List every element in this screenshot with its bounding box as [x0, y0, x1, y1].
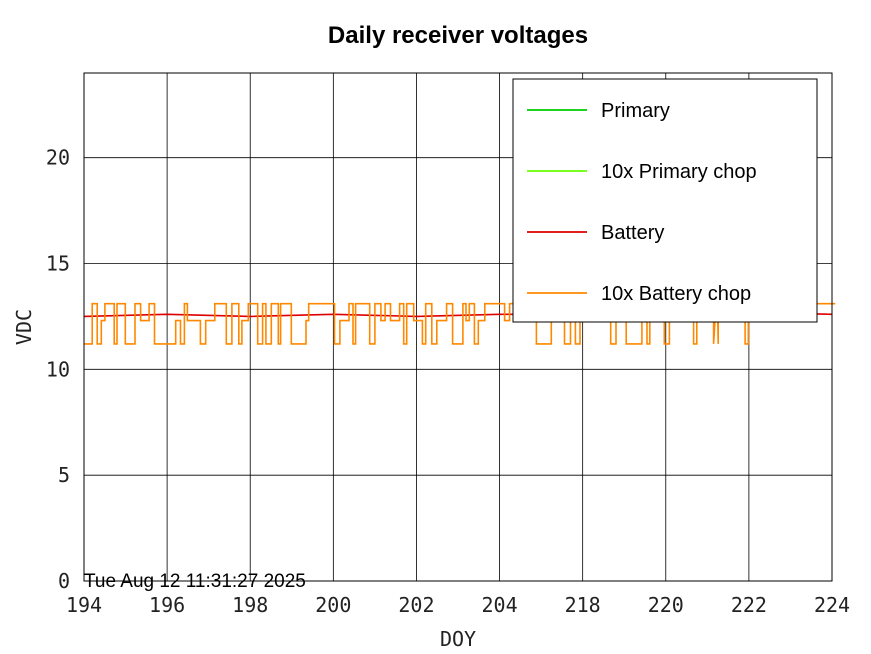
plot-frame	[83, 72, 833, 582]
y-ticks: 0 5 10 15 20	[46, 146, 70, 593]
x-tick-label: 218	[565, 593, 601, 617]
x-tick-label: 202	[398, 593, 434, 617]
y-tick-label: 0	[58, 569, 70, 593]
y-tick-label: 20	[46, 146, 70, 170]
x-axis-label: DOY	[440, 627, 476, 651]
y-tick-label: 10	[46, 357, 70, 381]
x-tick-label: 198	[232, 593, 268, 617]
series-line-battery-chop	[84, 259, 836, 345]
legend-entry-label: Primary	[601, 100, 670, 122]
x-tick-label: 220	[648, 593, 684, 617]
series-3	[84, 259, 836, 345]
x-tick-label: 224	[814, 593, 850, 617]
x-tick-label: 204	[481, 593, 517, 617]
timestamp: Tue Aug 12 11:31:27 2025	[84, 571, 306, 592]
y-tick-label: 5	[58, 463, 70, 487]
x-tick-label: 194	[66, 593, 102, 617]
legend-entry-label: Battery	[601, 222, 664, 244]
x-tick-label: 200	[315, 593, 351, 617]
legend-entry-label: 10x Battery chop	[601, 283, 751, 305]
x-tick-label: 222	[731, 593, 767, 617]
x-tick-label: 196	[149, 593, 185, 617]
chart-title: Daily receiver voltages	[328, 22, 588, 49]
legend-box	[512, 78, 818, 323]
legend: Primary 10x Primary chop Battery 10x Batter…	[512, 78, 818, 323]
y-tick-label: 15	[46, 252, 70, 276]
y-axis-label: VDC	[12, 309, 36, 345]
legend-entry-label: 10x Primary chop	[601, 161, 757, 183]
x-ticks: 194 196 198 200 202 204 218 220 222 224	[66, 593, 850, 617]
